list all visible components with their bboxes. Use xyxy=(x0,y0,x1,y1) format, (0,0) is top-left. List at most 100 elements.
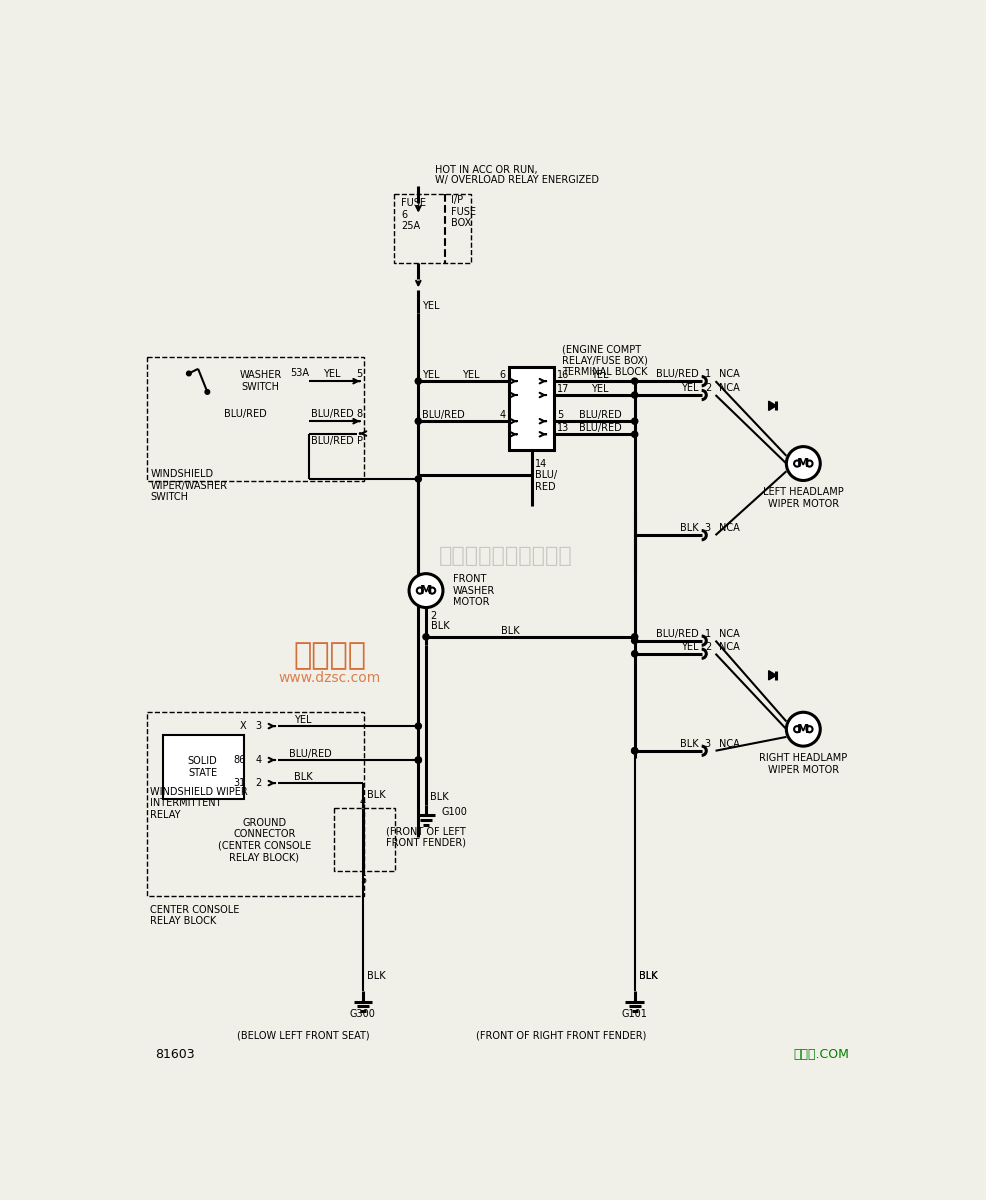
Text: LEFT HEADLAMP
WIPER MOTOR: LEFT HEADLAMP WIPER MOTOR xyxy=(763,487,844,509)
Text: YEL: YEL xyxy=(681,642,699,652)
Text: 17: 17 xyxy=(557,384,569,394)
Circle shape xyxy=(409,574,443,607)
Circle shape xyxy=(632,637,638,643)
Text: YEL: YEL xyxy=(294,715,312,725)
Circle shape xyxy=(632,650,638,656)
Bar xyxy=(393,194,470,263)
Text: WINDSHIELD
WIPER/WASHER
SWITCH: WINDSHIELD WIPER/WASHER SWITCH xyxy=(150,469,228,502)
Text: P: P xyxy=(357,437,363,446)
Circle shape xyxy=(794,726,801,732)
Text: BLU/
RED: BLU/ RED xyxy=(535,470,557,492)
Text: 5: 5 xyxy=(357,370,363,379)
Text: NCA: NCA xyxy=(719,629,740,638)
Text: 81603: 81603 xyxy=(155,1048,194,1061)
Text: G100: G100 xyxy=(442,808,467,817)
Circle shape xyxy=(417,588,423,594)
Circle shape xyxy=(415,476,421,482)
Circle shape xyxy=(415,757,421,763)
Text: BLK: BLK xyxy=(294,772,313,782)
Text: BLU/RED: BLU/RED xyxy=(656,370,699,379)
Text: FUSE
6
25A: FUSE 6 25A xyxy=(401,198,426,232)
Text: BLK: BLK xyxy=(639,971,657,980)
Text: 31: 31 xyxy=(234,778,246,788)
Circle shape xyxy=(415,724,421,730)
Text: 1: 1 xyxy=(705,370,711,379)
Circle shape xyxy=(415,418,421,425)
Text: BLK: BLK xyxy=(367,971,386,980)
Text: BLU/RED: BLU/RED xyxy=(224,409,266,419)
Text: 86: 86 xyxy=(234,755,246,766)
Text: HOT IN ACC OR RUN,: HOT IN ACC OR RUN, xyxy=(435,166,538,175)
Text: BLU/RED: BLU/RED xyxy=(579,424,621,433)
Text: YEL: YEL xyxy=(422,370,440,380)
Text: 4: 4 xyxy=(360,797,366,806)
Text: X: X xyxy=(240,721,246,731)
Text: 4: 4 xyxy=(499,410,505,420)
Text: BLU/RED: BLU/RED xyxy=(311,437,353,446)
Circle shape xyxy=(415,757,421,763)
Text: W/ OVERLOAD RELAY ENERGIZED: W/ OVERLOAD RELAY ENERGIZED xyxy=(435,175,599,185)
Text: (ENGINE COMPT
RELAY/FUSE BOX)
TERMINAL BLOCK: (ENGINE COMPT RELAY/FUSE BOX) TERMINAL B… xyxy=(562,344,648,377)
Text: 2: 2 xyxy=(705,383,711,394)
Circle shape xyxy=(632,431,638,437)
Text: BLK: BLK xyxy=(639,971,657,980)
Circle shape xyxy=(423,634,429,640)
Text: 杭州将睷科技有限公司: 杭州将睷科技有限公司 xyxy=(439,546,572,566)
Text: BLK: BLK xyxy=(502,625,520,636)
Text: YEL: YEL xyxy=(422,301,440,311)
Text: 16: 16 xyxy=(557,370,569,380)
Text: NCA: NCA xyxy=(719,370,740,379)
Text: 53A: 53A xyxy=(290,367,309,378)
Text: BLU/RED: BLU/RED xyxy=(311,409,353,419)
Text: CENTER CONSOLE
RELAY BLOCK: CENTER CONSOLE RELAY BLOCK xyxy=(150,905,240,926)
Bar xyxy=(147,713,365,895)
Text: NCA: NCA xyxy=(719,523,740,533)
Circle shape xyxy=(787,446,820,480)
Text: 3: 3 xyxy=(255,721,261,731)
Bar xyxy=(333,808,395,871)
Text: BLK: BLK xyxy=(431,622,450,631)
Text: 维库一下: 维库一下 xyxy=(293,642,366,671)
Circle shape xyxy=(415,378,421,384)
Text: BLK: BLK xyxy=(680,523,699,533)
Circle shape xyxy=(794,461,801,467)
Text: M: M xyxy=(797,457,810,470)
Text: 13: 13 xyxy=(557,424,569,433)
Polygon shape xyxy=(769,671,776,680)
Text: G300: G300 xyxy=(350,1009,376,1019)
Text: BLK: BLK xyxy=(430,792,449,802)
Text: 8: 8 xyxy=(357,409,363,419)
Text: YEL: YEL xyxy=(323,370,341,379)
Text: (BELOW LEFT FRONT SEAT): (BELOW LEFT FRONT SEAT) xyxy=(237,1031,369,1040)
Circle shape xyxy=(632,378,638,384)
Text: 接线图.COM: 接线图.COM xyxy=(794,1048,850,1061)
Circle shape xyxy=(205,390,210,395)
Circle shape xyxy=(632,392,638,398)
Text: YEL: YEL xyxy=(592,370,608,380)
Polygon shape xyxy=(769,401,776,410)
Text: M: M xyxy=(420,584,432,598)
Text: 5: 5 xyxy=(360,875,366,886)
Circle shape xyxy=(632,748,638,754)
Text: 6: 6 xyxy=(499,370,505,380)
Text: 5: 5 xyxy=(557,410,563,420)
Circle shape xyxy=(787,713,820,746)
Text: 3: 3 xyxy=(705,739,711,749)
Text: NCA: NCA xyxy=(719,383,740,394)
Text: WINDSHIELD WIPER
INTERMITTENT
RELAY: WINDSHIELD WIPER INTERMITTENT RELAY xyxy=(150,786,248,820)
Text: BLU/RED: BLU/RED xyxy=(422,410,465,420)
Circle shape xyxy=(807,726,812,732)
Circle shape xyxy=(632,634,638,640)
Circle shape xyxy=(186,371,191,376)
Circle shape xyxy=(632,748,638,754)
Text: NCA: NCA xyxy=(719,739,740,749)
Text: BLK: BLK xyxy=(680,739,699,749)
Text: YEL: YEL xyxy=(462,370,480,380)
Circle shape xyxy=(632,418,638,425)
Text: WASHER
SWITCH: WASHER SWITCH xyxy=(240,371,282,392)
Text: (FRONT OF RIGHT FRONT FENDER): (FRONT OF RIGHT FRONT FENDER) xyxy=(475,1031,646,1040)
Text: BLU/RED: BLU/RED xyxy=(289,749,332,758)
Text: 3: 3 xyxy=(705,523,711,533)
Text: RIGHT HEADLAMP
WIPER MOTOR: RIGHT HEADLAMP WIPER MOTOR xyxy=(759,754,847,775)
Circle shape xyxy=(429,588,435,594)
